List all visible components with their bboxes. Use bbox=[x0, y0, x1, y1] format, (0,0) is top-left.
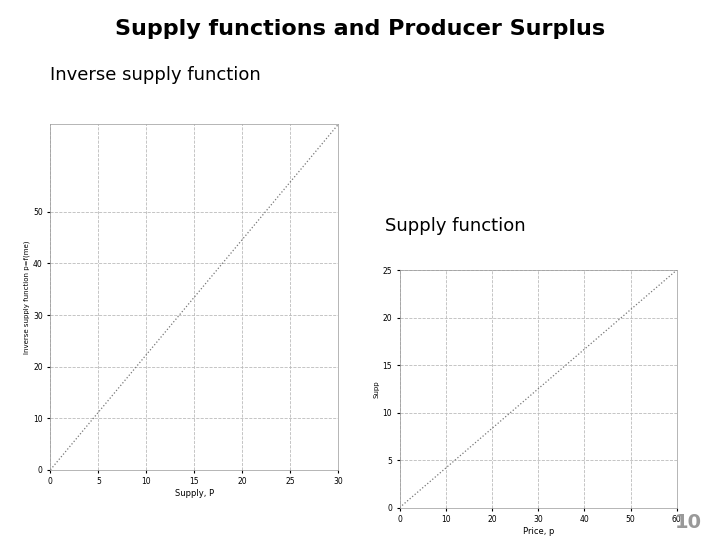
Text: Inverse supply function: Inverse supply function bbox=[50, 66, 261, 84]
Text: Supply function: Supply function bbox=[385, 217, 526, 235]
Text: Supply functions and Producer Surplus: Supply functions and Producer Surplus bbox=[115, 19, 605, 39]
Y-axis label: Inverse supply function p=f(me): Inverse supply function p=f(me) bbox=[24, 240, 30, 354]
X-axis label: Supply, P: Supply, P bbox=[175, 489, 214, 498]
X-axis label: Price, p: Price, p bbox=[523, 527, 554, 536]
Text: 10: 10 bbox=[675, 513, 702, 532]
Y-axis label: Supp: Supp bbox=[374, 380, 379, 397]
